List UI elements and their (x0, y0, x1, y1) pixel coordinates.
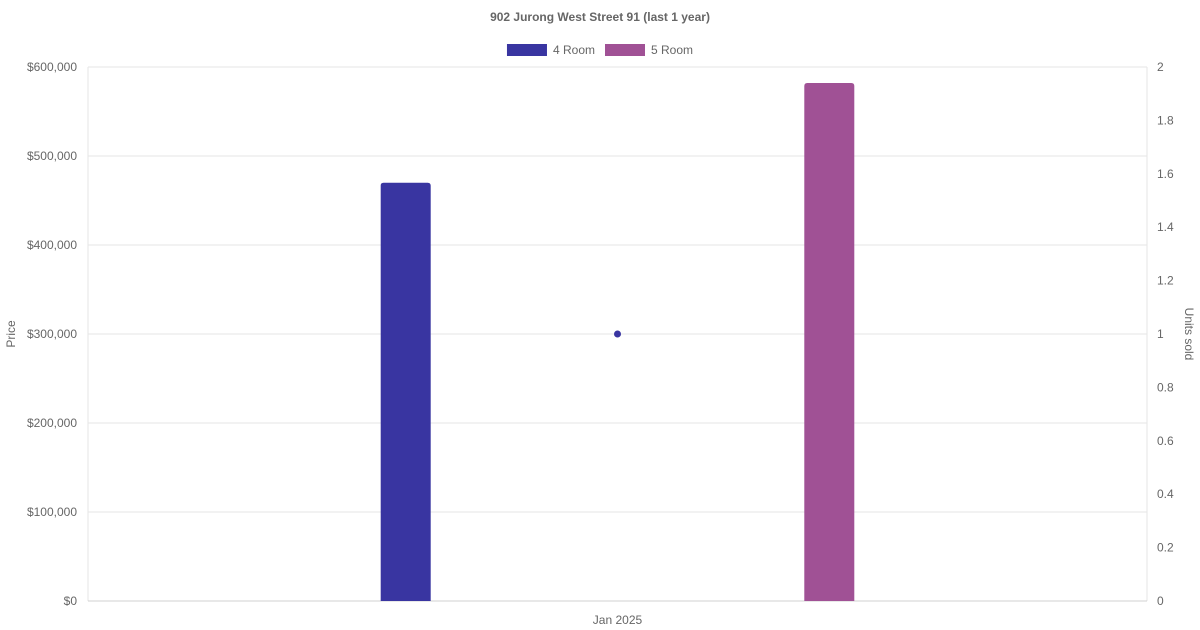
left-axis-ticks: $0 $100,000 $200,000 $300,000 $400,000 $500,0… (27, 60, 77, 608)
x-axis-ticks: Jan 2025 (593, 613, 643, 627)
right-tick-label: 1.4 (1157, 220, 1174, 234)
bar-5-room (804, 83, 855, 601)
right-tick-label: 0.4 (1157, 487, 1174, 501)
right-tick-label: 0.6 (1157, 434, 1174, 448)
bars (380, 83, 855, 601)
right-tick-label: 2 (1157, 60, 1164, 74)
chart-title: 902 Jurong West Street 91 (last 1 year) (490, 10, 710, 24)
y-axis-title-right: Units sold (1182, 308, 1196, 361)
right-tick-label: 0.8 (1157, 380, 1174, 394)
right-tick-label: 1.6 (1157, 167, 1174, 181)
legend-swatch-4-room (506, 44, 547, 56)
left-tick-label: $0 (64, 594, 78, 608)
left-tick-label: $400,000 (27, 238, 77, 252)
legend: 4 Room 5 Room (506, 43, 693, 57)
x-tick-label: Jan 2025 (593, 613, 643, 627)
right-tick-label: 1.2 (1157, 274, 1174, 288)
units-sold-point (614, 330, 621, 338)
legend-label-4-room[interactable]: 4 Room (553, 43, 595, 57)
left-tick-label: $200,000 (27, 416, 77, 430)
y-axis-title-left: Price (4, 320, 18, 348)
points (614, 330, 621, 338)
legend-swatch-5-room (605, 44, 645, 56)
legend-label-5-room[interactable]: 5 Room (651, 43, 693, 57)
left-tick-label: $600,000 (27, 60, 77, 74)
bar-4-room (380, 182, 431, 601)
left-tick-label: $300,000 (27, 327, 77, 341)
right-tick-label: 0 (1157, 594, 1164, 608)
right-tick-label: 1.8 (1157, 113, 1174, 127)
gridlines (87, 66, 1148, 602)
left-tick-label: $100,000 (27, 505, 77, 519)
left-tick-label: $500,000 (27, 149, 77, 163)
right-tick-label: 0.2 (1157, 541, 1174, 555)
right-tick-label: 1 (1157, 327, 1164, 341)
right-axis-ticks: 0 0.2 0.4 0.6 0.8 1 1.2 1.4 1.6 1.8 2 (1157, 60, 1174, 608)
